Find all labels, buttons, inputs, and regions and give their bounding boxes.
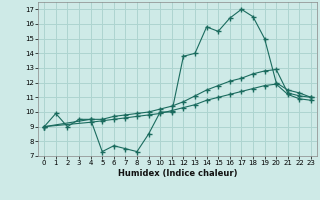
X-axis label: Humidex (Indice chaleur): Humidex (Indice chaleur): [118, 169, 237, 178]
